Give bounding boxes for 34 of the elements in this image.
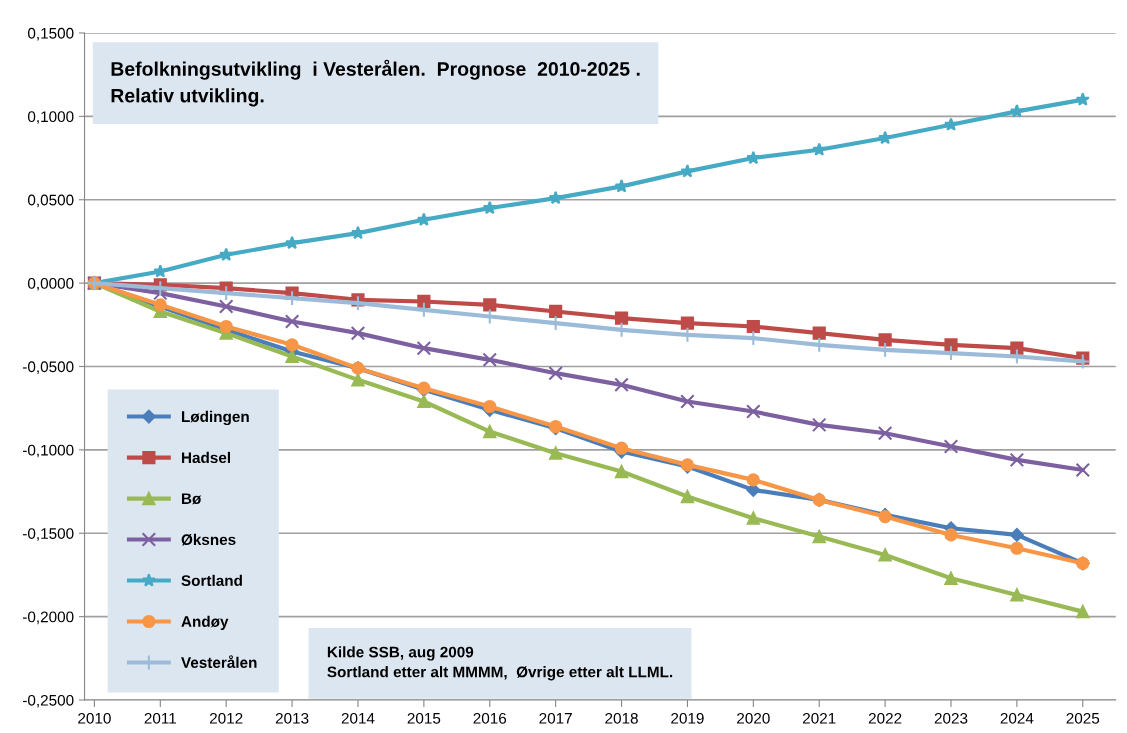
text: Befolkningsutvikling i Vesterålen. Prognose 2010-2025 . Relativ utvikling. <box>111 59 640 107</box>
legend-label: Sortland <box>181 574 242 587</box>
x-tick-label: 2023 <box>934 712 968 724</box>
x-tick-label: 2016 <box>473 712 507 724</box>
x-tick-label: 2014 <box>341 712 375 724</box>
y-tick-label: -0,2500 <box>22 694 74 708</box>
x-tick-label: 2017 <box>539 712 572 724</box>
annotation: Kilde SSB, aug 2009 Sortland etter alt MMMM, Øvrige etter alt LLML. <box>327 646 673 681</box>
legend-label: Vesterålen <box>181 655 257 668</box>
legend-label: Lødingen <box>181 410 249 426</box>
y-tick-label: 0,0500 <box>27 194 74 208</box>
y-tick-label: 0,1000 <box>27 111 74 124</box>
y-tick-label: 0,1500 <box>27 27 74 41</box>
y-tick-label: -0,1500 <box>22 528 74 541</box>
x-tick-label: 2012 <box>209 712 243 724</box>
x-tick-label: 2024 <box>1000 712 1034 724</box>
legend-label: Andøy <box>181 615 229 631</box>
y-tick-label: -0,0500 <box>22 361 74 374</box>
x-tick-label: 2011 <box>144 712 176 724</box>
y-tick-label: -0,1000 <box>22 444 74 458</box>
x-tick-label: 2018 <box>605 712 638 724</box>
x-tick-label: 2021 <box>802 712 836 724</box>
y-tick-label: 0,0000 <box>27 277 74 291</box>
x-tick-label: 2020 <box>737 712 770 724</box>
y-tick-label: -0,2000 <box>22 611 74 625</box>
legend-label: Øksnes <box>181 533 236 546</box>
x-tick-label: 2015 <box>407 712 441 724</box>
x-tick-label: 2025 <box>1066 712 1100 724</box>
x-tick-label: 2013 <box>275 712 309 724</box>
legend-label: Hadsel <box>181 451 230 464</box>
x-tick-label: 2022 <box>868 712 902 724</box>
legend-label: Bø <box>181 493 202 505</box>
x-tick-label: 2019 <box>671 712 704 724</box>
x-tick-label: 2010 <box>78 712 111 724</box>
